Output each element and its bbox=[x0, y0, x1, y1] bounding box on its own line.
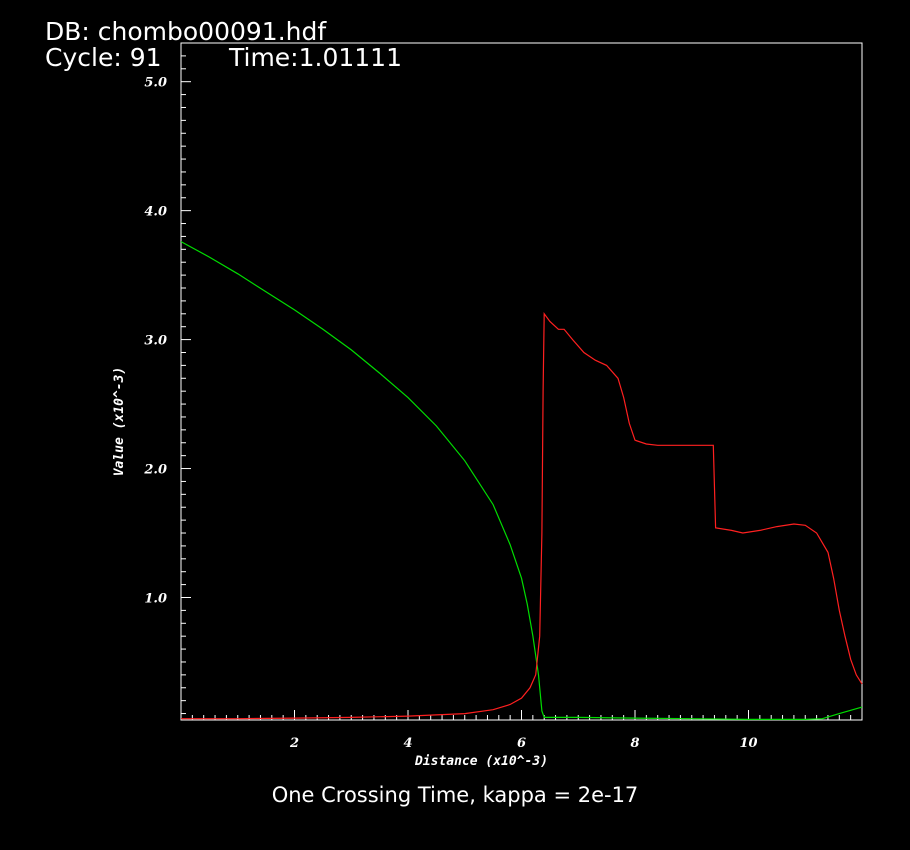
x-tick-label: 6 bbox=[517, 736, 526, 751]
tick-labels: 2 4 6 8 10 1.0 2.0 3.0 4.0 5.0 bbox=[143, 76, 757, 751]
series-line-1 bbox=[180, 241, 863, 720]
x-tick-label: 4 bbox=[403, 736, 412, 751]
y-tick-label: 4.0 bbox=[144, 205, 167, 220]
series-line-2 bbox=[181, 312, 863, 720]
x-axis-title: Distance (x10^-3) bbox=[414, 754, 548, 769]
y-tick-label: 1.0 bbox=[144, 591, 167, 606]
plot-caption: One Crossing Time, kappa = 2e-17 bbox=[271, 783, 639, 807]
time-label: Time:1.01111 bbox=[229, 43, 402, 72]
x-tick-label: 10 bbox=[739, 736, 757, 751]
plot-frame bbox=[180, 42, 863, 721]
series-lines bbox=[180, 241, 863, 720]
y-tick-label: 5.0 bbox=[144, 76, 167, 91]
y-tick-label: 2.0 bbox=[143, 463, 167, 478]
x-tick-label: 2 bbox=[289, 736, 299, 751]
cycle-label: Cycle: 91 bbox=[45, 43, 162, 72]
database-label: DB: chombo00091.hdf bbox=[45, 17, 327, 46]
x-tick-label: 8 bbox=[630, 736, 639, 751]
y-axis-title: Value (x10^-3) bbox=[112, 367, 127, 477]
y-tick-label: 3.0 bbox=[144, 334, 167, 349]
axis-ticks bbox=[180, 42, 863, 720]
